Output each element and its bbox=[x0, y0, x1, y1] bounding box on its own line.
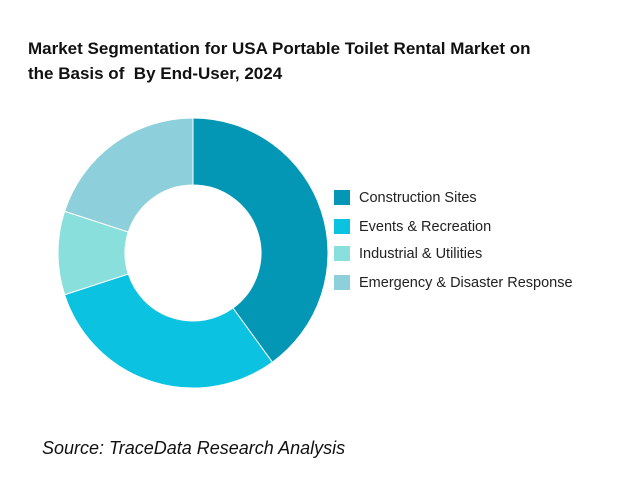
chart-title: Market Segmentation for USA Portable Toi… bbox=[28, 36, 618, 86]
legend-label-emergency-disaster-response: Emergency & Disaster Response bbox=[359, 275, 573, 291]
legend-item-emergency-disaster-response: Emergency & Disaster Response bbox=[334, 273, 634, 302]
donut-slice-emergency-disaster-response bbox=[63, 117, 194, 233]
legend-label-industrial-utilities: Industrial & Utilities bbox=[359, 246, 483, 262]
legend-item-events-recreation: Events & Recreation bbox=[334, 217, 634, 244]
legend-label-construction-sites: Construction Sites bbox=[359, 190, 477, 206]
legend-swatch-industrial-utilities bbox=[334, 246, 350, 261]
chart-title-line-1: Market Segmentation for USA Portable Toi… bbox=[28, 39, 531, 58]
source-note: Source: TraceData Research Analysis bbox=[42, 438, 346, 458]
legend-swatch-emergency-disaster-response bbox=[334, 275, 350, 290]
donut-slice-events-recreation bbox=[63, 273, 274, 389]
legend-swatch-events-recreation bbox=[334, 219, 350, 234]
chart-title-line-2: the Basis of By End-User, 2024 bbox=[28, 64, 283, 83]
donut-chart bbox=[57, 117, 329, 389]
legend-item-industrial-utilities: Industrial & Utilities bbox=[334, 244, 634, 273]
donut-slice-construction-sites bbox=[192, 117, 329, 363]
legend-label-events-recreation: Events & Recreation bbox=[359, 219, 492, 235]
legend-item-construction-sites: Construction Sites bbox=[334, 188, 634, 217]
chart-legend: Construction Sites Events & Recreation I… bbox=[334, 188, 634, 302]
legend-swatch-construction-sites bbox=[334, 190, 350, 205]
